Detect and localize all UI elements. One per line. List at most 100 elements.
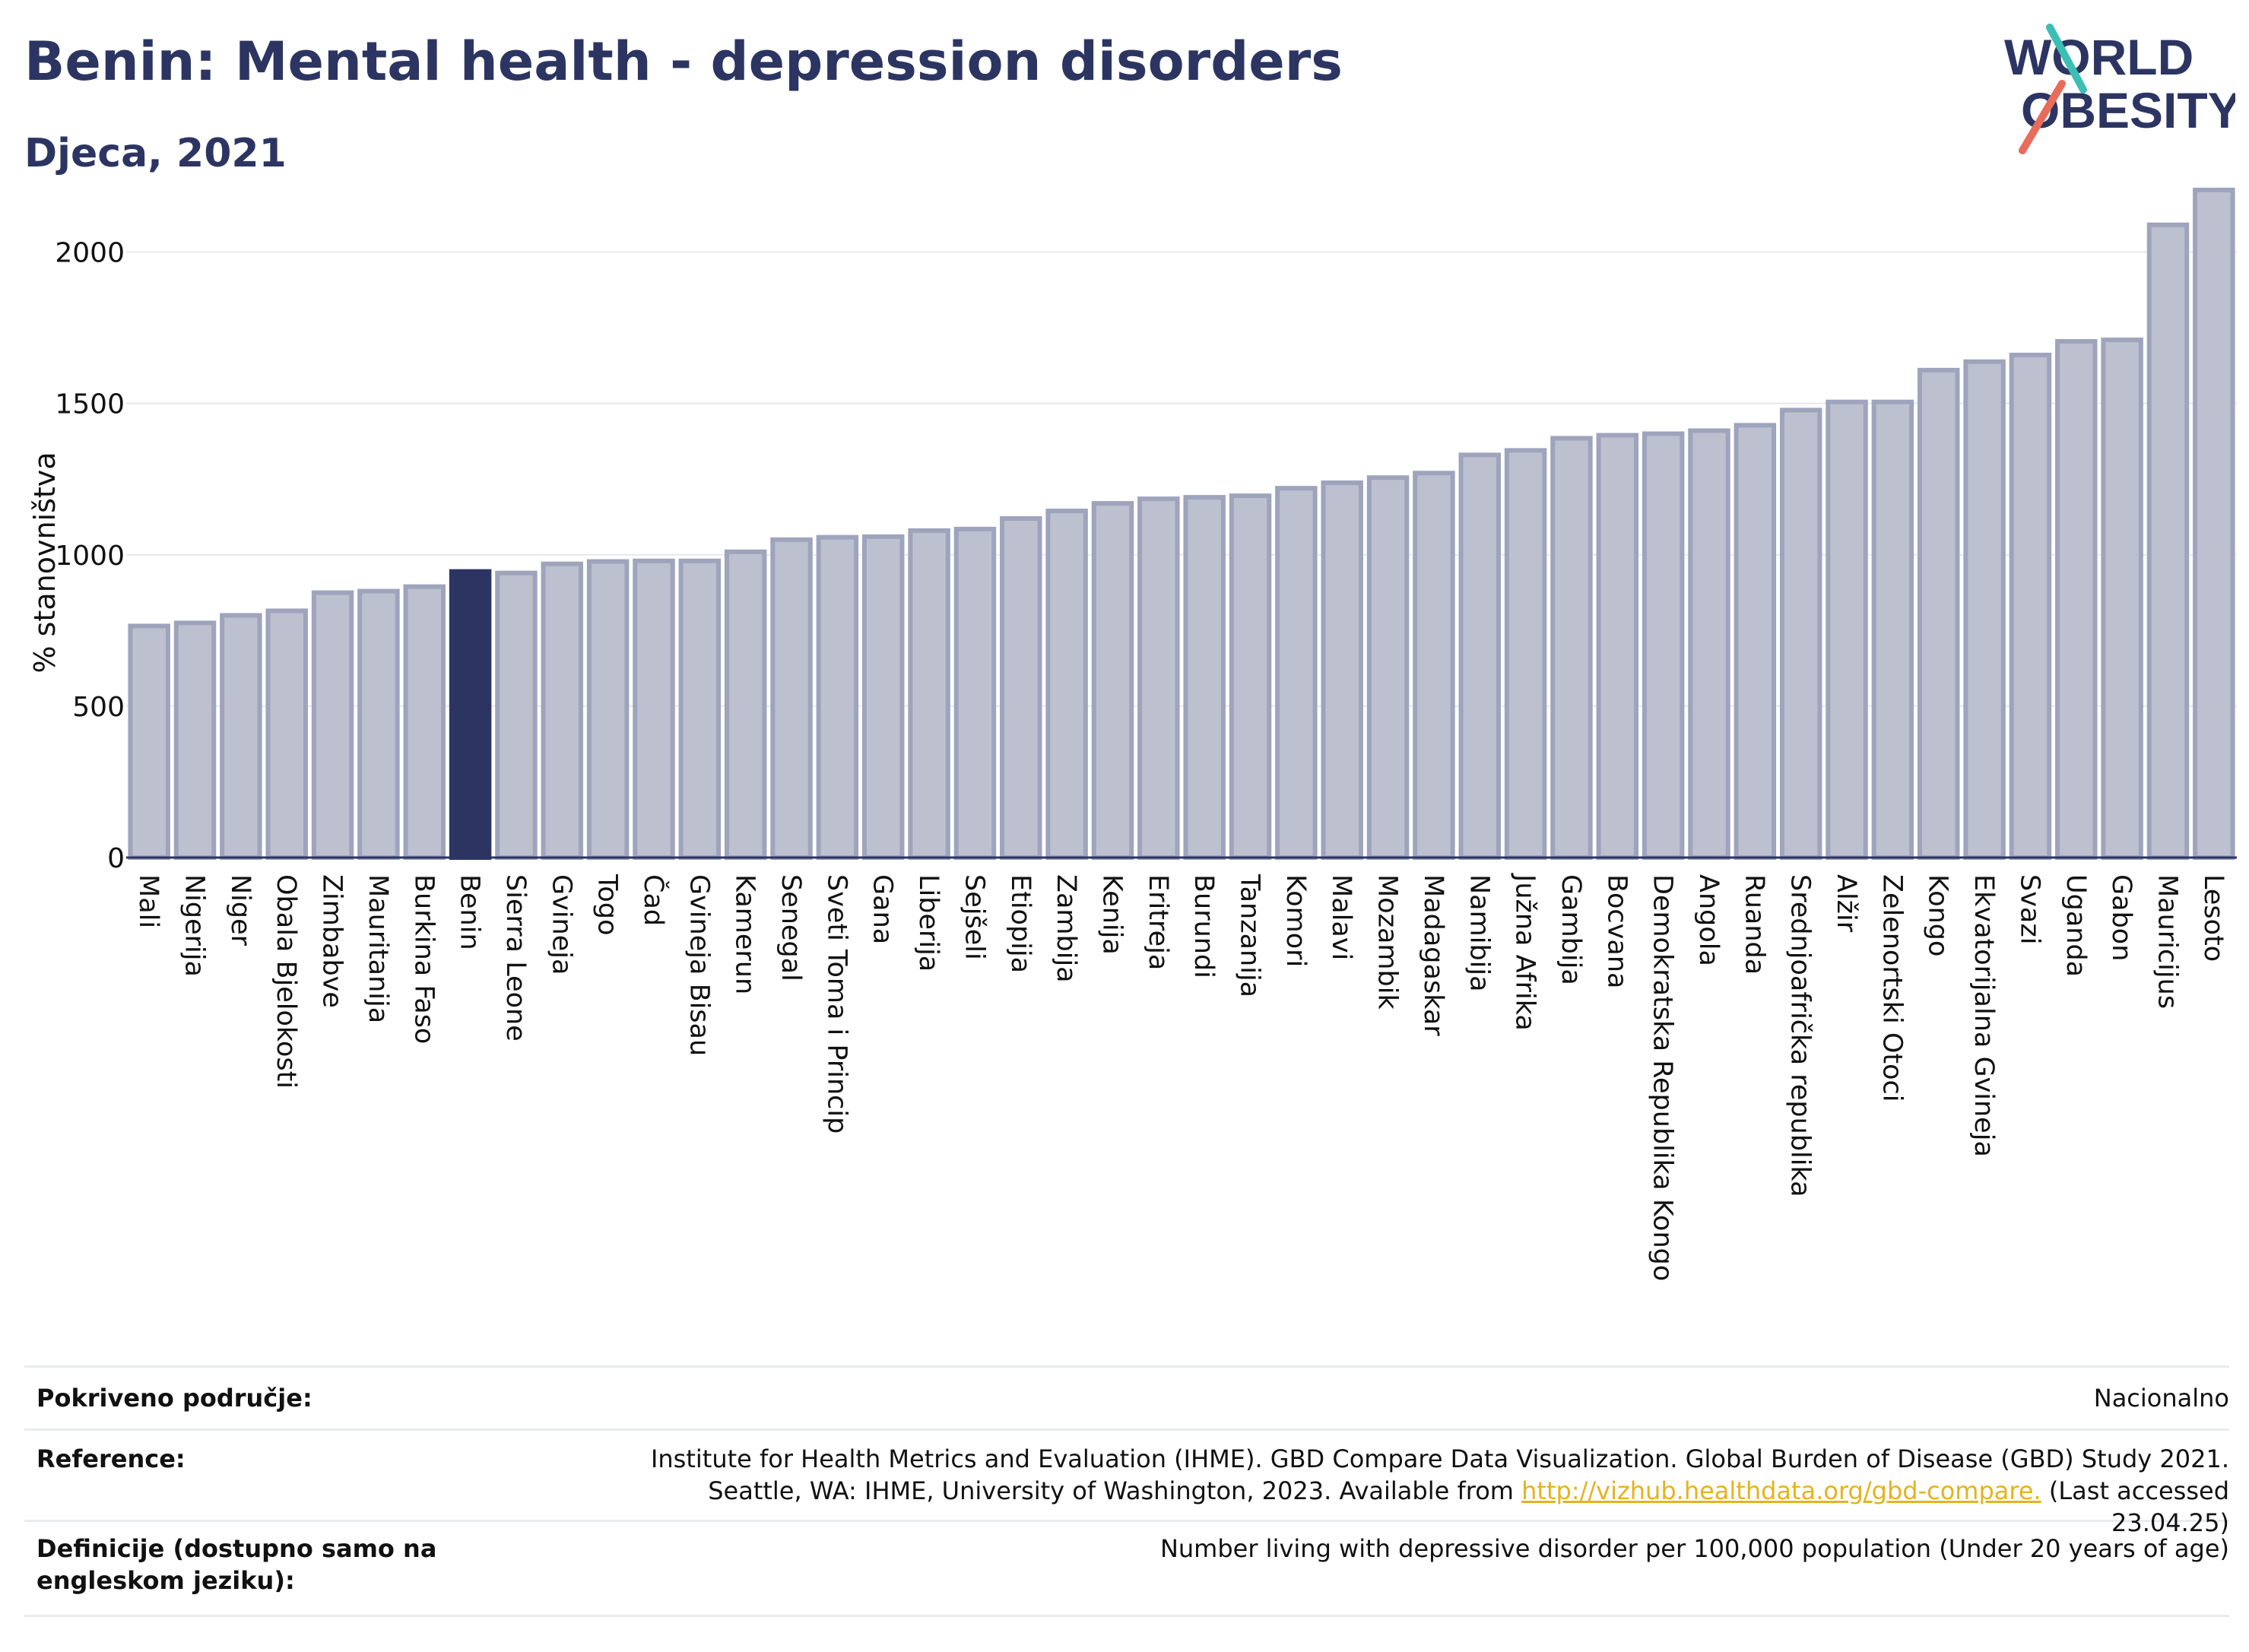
logo-line1: WORLD xyxy=(2004,29,2193,85)
y-tick-label: 1000 xyxy=(55,541,125,572)
coverage-label: Pokriveno područje: xyxy=(36,1384,312,1413)
x-axis-labels: Mali Nigerija Niger Obala Bjelokosti Zimbabv… xyxy=(133,873,2228,1281)
bar-komori xyxy=(1275,486,1318,860)
bar-obala-bjelokosti xyxy=(265,608,308,861)
x-tick-label: Zimbabve xyxy=(317,874,347,1008)
x-tick-label: Mauricijus xyxy=(2152,874,2182,1009)
bar-sierra-leone xyxy=(495,570,538,860)
bar-zambija xyxy=(1045,509,1088,861)
bar-uganda xyxy=(2055,339,2098,860)
bar-liberija xyxy=(908,528,950,860)
bar-alžir xyxy=(1826,399,1868,860)
bar-bocvana xyxy=(1596,433,1639,860)
x-tick-label: Gambija xyxy=(1556,874,1586,985)
y-tick-label: 1500 xyxy=(55,389,125,420)
bar-zelenortski-otoci xyxy=(1871,399,1914,860)
bar-tanzanija xyxy=(1229,493,1272,860)
x-tick-label: Kongo xyxy=(1923,874,1953,956)
bar-ekvatorijalna-gvineja xyxy=(1963,359,2006,861)
x-tick-label: Sveti Toma i Princip xyxy=(821,874,852,1134)
x-tick-label: Niger xyxy=(225,874,255,946)
bar-chart: 0 500 1000 1500 2000 Mali Nigerija Niger Obala … xyxy=(28,187,2237,1281)
bar-ruanda xyxy=(1734,423,1777,860)
x-tick-label: Gana xyxy=(868,874,898,944)
x-tick-label: Malavi xyxy=(1326,874,1356,960)
bar-kamerun xyxy=(724,549,767,860)
bar-lesoto xyxy=(2193,187,2235,861)
x-tick-label: Madagaskar xyxy=(1418,874,1448,1036)
x-tick-label: Komori xyxy=(1280,874,1311,967)
info-footer: Pokriveno područje: Nacionalno Reference… xyxy=(24,1365,2229,1617)
x-tick-label: Lesoto xyxy=(2198,874,2228,962)
bar-kongo xyxy=(1917,367,1960,860)
x-tick-label: Senegal xyxy=(776,874,806,981)
x-tick-label: Kamerun xyxy=(730,874,760,994)
bar-sejšeli xyxy=(953,526,997,860)
bar-mauricijus xyxy=(2146,222,2190,860)
coverage-row: Pokriveno područje: Nacionalno xyxy=(24,1365,2229,1428)
reference-label: Reference: xyxy=(36,1444,186,1473)
logo-teal-stroke xyxy=(2046,24,2087,94)
x-tick-label: Angola xyxy=(1693,874,1724,966)
logo-coral-stroke xyxy=(2019,80,2066,154)
world-obesity-logo: WORLD OBESITY xyxy=(2004,24,2235,154)
bar-srednjoafrička-republika xyxy=(1779,407,1822,860)
bar-malavi xyxy=(1321,480,1363,861)
reference-link[interactable]: http://vizhub.healthdata.org/gbd-compare… xyxy=(1521,1476,2041,1505)
x-tick-label: Obala Bjelokosti xyxy=(271,874,301,1089)
x-tick-label: Demokratska Republika Kongo xyxy=(1648,874,1678,1281)
y-tick-label: 2000 xyxy=(55,238,125,269)
x-tick-label: Srednjoafrička republika xyxy=(1785,874,1816,1197)
bar-gabon xyxy=(2101,338,2143,861)
x-tick-label: Burundi xyxy=(1188,874,1219,978)
bar-južna-afrika xyxy=(1504,448,1547,860)
reference-line2: Seattle, WA: IHME, University of Washing… xyxy=(708,1476,1522,1505)
x-tick-label: Tanzanija xyxy=(1235,874,1265,997)
x-tick-label: Uganda xyxy=(2060,874,2091,977)
x-tick-label: Nigerija xyxy=(179,874,210,977)
bar-nigerija xyxy=(173,620,217,861)
bar-burundi xyxy=(1183,495,1226,860)
x-tick-label: Ekvatorijalna Gvineja xyxy=(1968,874,1999,1157)
x-tick-label: Mauritanija xyxy=(363,874,393,1023)
bar-benin xyxy=(449,569,492,860)
x-tick-label: Eritreja xyxy=(1143,874,1173,970)
y-axis-ticks: 0 500 1000 1500 2000 xyxy=(55,238,125,874)
x-tick-label: Gvineja Bisau xyxy=(684,874,714,1056)
bars xyxy=(128,187,2235,861)
x-tick-label: Čad xyxy=(638,874,670,926)
x-tick-label: Namibija xyxy=(1464,874,1494,992)
bar-demokratska-republika-kongo xyxy=(1642,431,1685,860)
x-tick-label: Zelenortski Otoci xyxy=(1876,874,1907,1102)
definition-row: Definicije (dostupno samo na engleskom j… xyxy=(24,1520,2229,1617)
bar-gvineja-bisau xyxy=(678,558,722,861)
definition-value: Number living with depressive disorder p… xyxy=(1159,1534,2229,1563)
bar-gana xyxy=(861,534,905,861)
x-tick-label: Gvineja xyxy=(546,874,576,975)
x-tick-label: Etiopija xyxy=(1005,874,1036,973)
bar-burkina-faso xyxy=(403,584,446,860)
x-tick-label: Alžir xyxy=(1831,874,1861,933)
reference-row: Reference: Institute for Health Metrics … xyxy=(24,1428,2229,1537)
bar-svazi xyxy=(2009,352,2052,860)
bar-mozambik xyxy=(1366,475,1410,861)
bar-sveti-toma-i-princip xyxy=(816,534,859,861)
x-tick-label: Svazi xyxy=(2014,874,2044,944)
x-tick-label: Ruanda xyxy=(1739,874,1769,975)
bar-čad xyxy=(633,558,675,861)
bar-kenija xyxy=(1091,501,1134,861)
x-tick-label: Kenija xyxy=(1096,874,1127,955)
x-tick-label: Bocvana xyxy=(1601,874,1632,988)
bar-gambija xyxy=(1550,436,1593,860)
x-tick-label: Zambija xyxy=(1051,874,1081,983)
bar-zimbabve xyxy=(311,590,354,860)
bar-gvineja xyxy=(541,561,584,860)
reference-value: Institute for Health Metrics and Evaluat… xyxy=(595,1443,2229,1539)
x-tick-label: Benin xyxy=(455,874,485,950)
chart-title: Benin: Mental health - depression disord… xyxy=(24,30,1343,93)
y-tick-label: 0 xyxy=(107,843,125,874)
bar-angola xyxy=(1688,428,1730,860)
bar-senegal xyxy=(770,537,813,860)
x-tick-label: Sejšeli xyxy=(959,874,989,960)
x-tick-label: Togo xyxy=(592,874,623,935)
